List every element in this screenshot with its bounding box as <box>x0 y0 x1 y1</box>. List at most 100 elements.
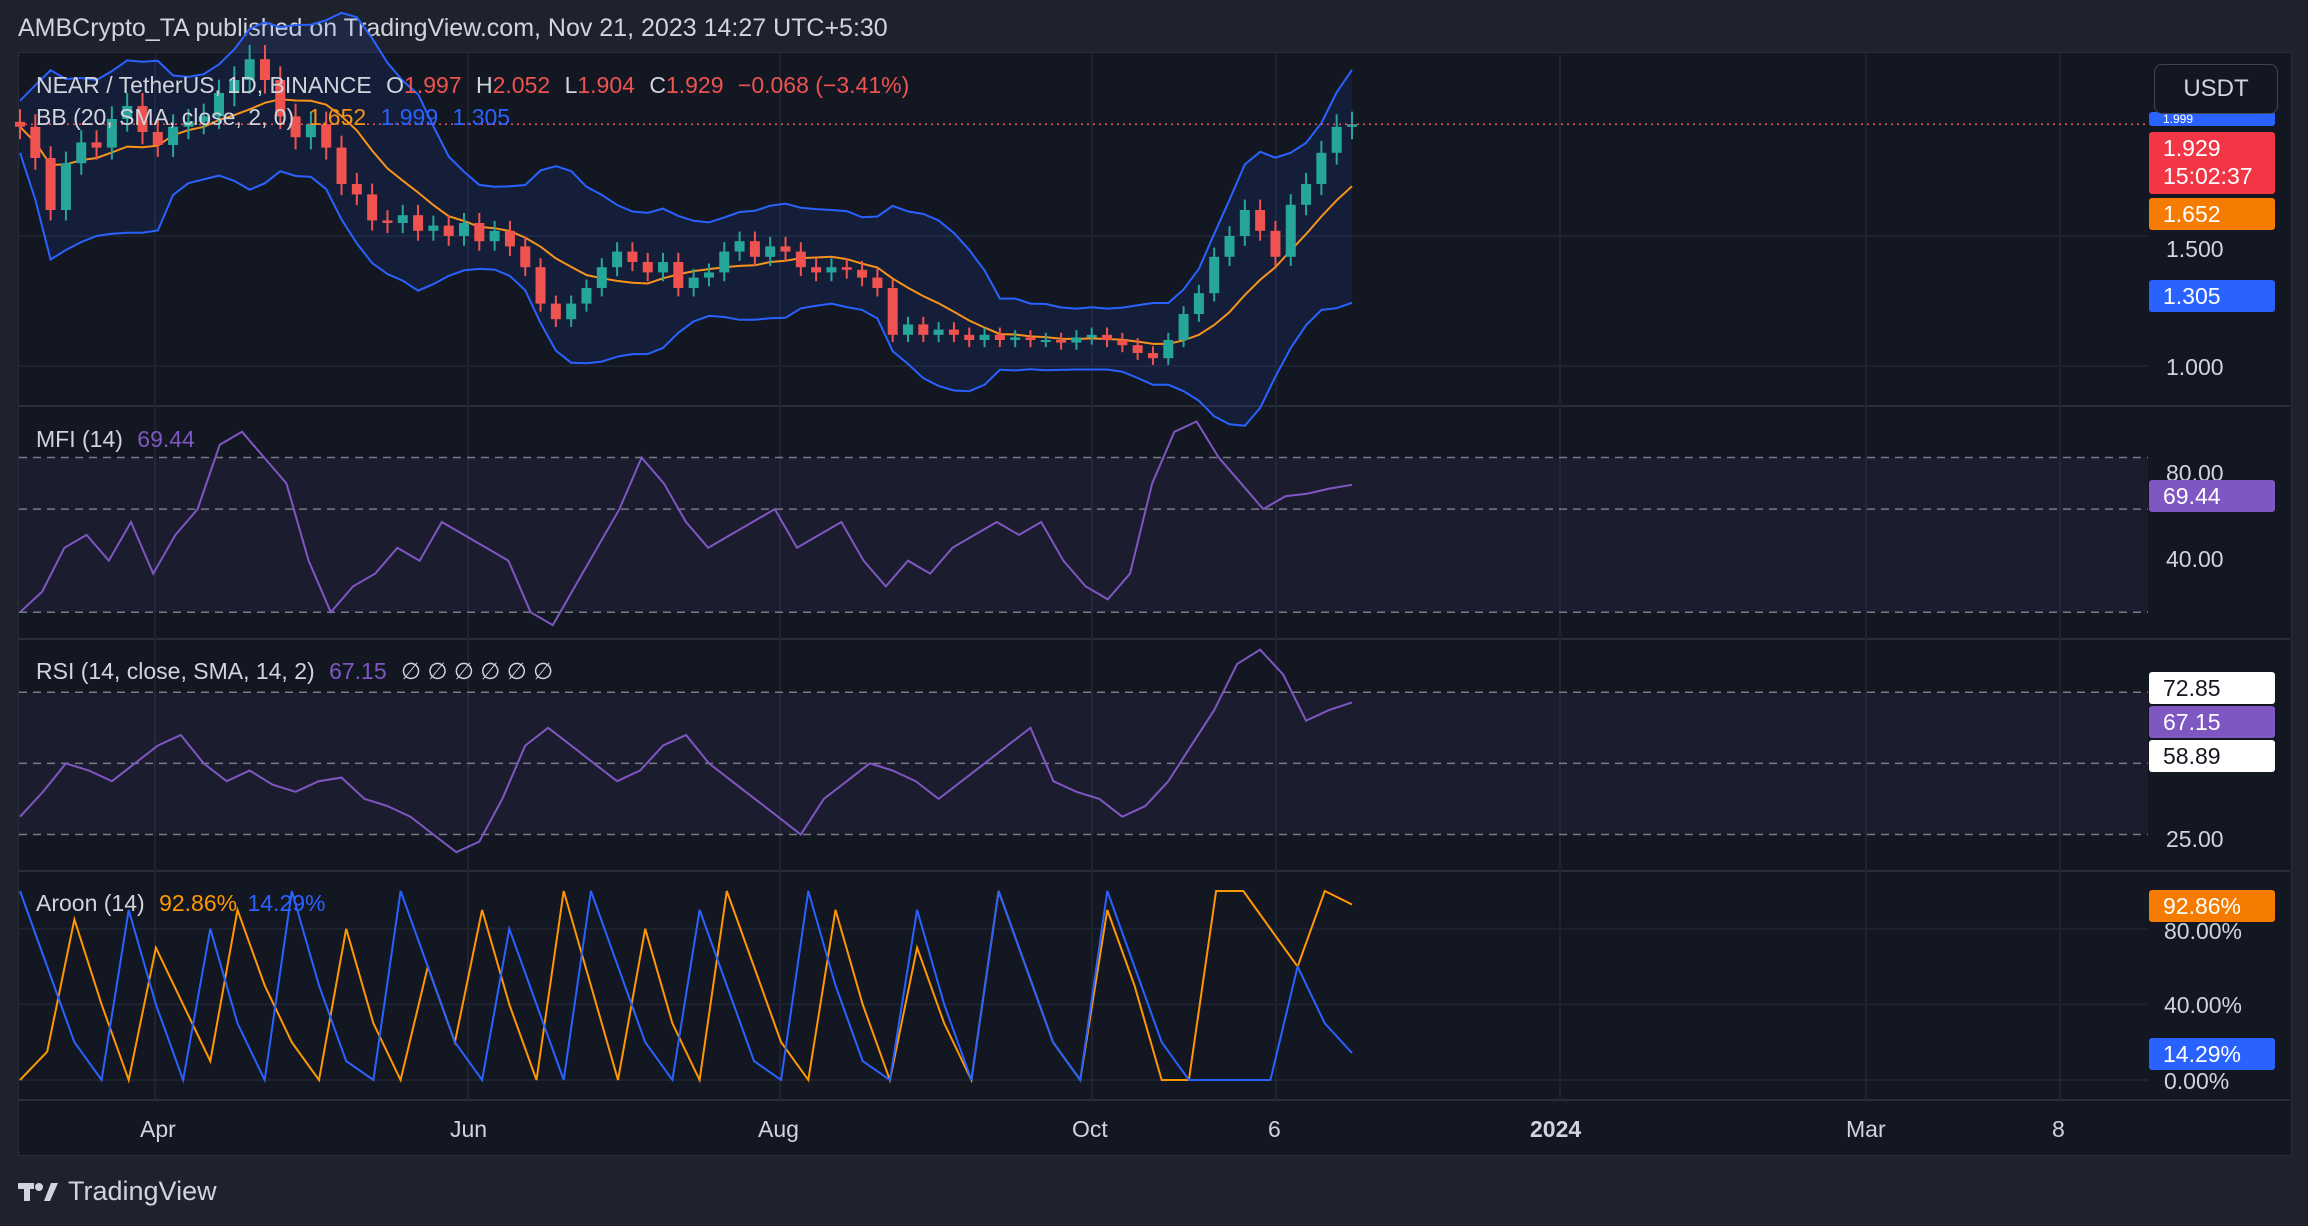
candle-body <box>382 220 393 223</box>
candle-body <box>275 80 286 117</box>
x-axis-tick: Oct <box>1072 1116 1108 1142</box>
mfi-axis-tick: 40.00 <box>2166 546 2224 572</box>
low-label: L <box>564 72 578 98</box>
candle-body <box>1056 340 1067 343</box>
candle-body <box>106 119 117 148</box>
candle-body <box>443 225 454 236</box>
price-tag-basis: 1.652 <box>2149 198 2275 230</box>
candle-body <box>1010 337 1021 340</box>
candle-body <box>1178 314 1189 340</box>
bb-legend: BB (20, SMA, close, 2, 0) 1.652 1.999 1.… <box>36 104 510 131</box>
candle-body <box>336 147 347 184</box>
candle-body <box>1331 126 1342 153</box>
symbol-title: NEAR / TetherUS, 1D, BINANCE <box>36 72 372 98</box>
mfi-band-fill <box>19 457 2148 613</box>
open-value: 1.997 <box>404 72 462 98</box>
rsi-value: 67.15 <box>329 658 387 684</box>
aroon-up-value: 92.86% <box>159 890 238 916</box>
candle-body <box>1117 340 1128 346</box>
candle-body <box>780 246 791 252</box>
candle-body <box>550 303 561 320</box>
candle-body <box>76 142 87 164</box>
candle-body <box>122 106 133 119</box>
candle-body <box>918 324 929 335</box>
candle-body <box>1132 345 1143 353</box>
mfi-value: 69.44 <box>137 426 195 452</box>
close-value: 1.929 <box>665 72 724 98</box>
price-legend: NEAR / TetherUS, 1D, BINANCE O1.997 H2.0… <box>36 72 909 99</box>
candle-body <box>703 272 714 278</box>
bb-lower-line <box>19 152 1353 427</box>
candle-body <box>504 230 515 247</box>
x-axis-tick: Jun <box>450 1116 488 1142</box>
price-tag-last-value: 1.929 <box>2163 135 2221 161</box>
rsi-extra: ∅ ∅ ∅ ∅ ∅ ∅ <box>401 658 554 684</box>
candle-body <box>1285 204 1296 257</box>
price-axis-tick: 1.500 <box>2166 236 2224 262</box>
footer-brand[interactable]: TradingView <box>18 1176 217 1207</box>
candle-body <box>520 246 531 268</box>
candle-body <box>612 251 623 268</box>
publisher-header: AMBCrypto_TA published on TradingView.co… <box>18 14 888 42</box>
candle-body <box>566 303 577 320</box>
currency-button[interactable]: USDT <box>2154 64 2278 114</box>
aroon-axis-tick: 40.00% <box>2164 992 2243 1018</box>
candle-body <box>489 230 500 242</box>
candle-body <box>994 334 1005 340</box>
candle-body <box>214 93 225 117</box>
price-axis-tick: 1.000 <box>2166 354 2224 380</box>
candle-body <box>1193 293 1204 314</box>
candle-body <box>168 126 179 145</box>
price-tag-lower: 1.305 <box>2149 280 2275 312</box>
candle-body <box>1347 124 1357 127</box>
candle-body <box>581 288 592 304</box>
low-value: 1.904 <box>577 72 635 98</box>
candle-body <box>321 124 332 148</box>
price-tag-last: 1.929 15:02:37 <box>2149 132 2275 194</box>
aroon-label: Aroon (14) <box>36 890 145 916</box>
candle-body <box>397 215 408 223</box>
candle-body <box>979 334 990 340</box>
candle-body <box>535 267 546 304</box>
x-axis-tick: Apr <box>140 1116 176 1142</box>
candle-body <box>244 59 255 80</box>
open-label: O <box>386 72 405 98</box>
candle-body <box>765 246 776 257</box>
candle-body <box>1040 340 1051 342</box>
candle-body <box>948 329 959 335</box>
candle-body <box>1071 337 1082 343</box>
candle-body <box>413 215 424 231</box>
aroon-up-tag: 92.86% <box>2149 890 2275 922</box>
candle-body <box>964 334 975 340</box>
bb-label: BB (20, SMA, close, 2, 0) <box>36 104 295 130</box>
candle-body <box>367 194 378 221</box>
x-axis-tick: 2024 <box>1530 1116 1582 1142</box>
candle-body <box>841 267 852 270</box>
candle-body <box>811 267 822 273</box>
price-tag-upper: 1.999 <box>2149 112 2275 126</box>
aroon-axis-tick: 80.00% <box>2164 918 2243 944</box>
candle-body <box>1147 353 1158 359</box>
aroon-up-line <box>19 889 1353 1084</box>
candle-body <box>290 116 301 138</box>
rsi-tag-upper: 72.85 <box>2149 672 2275 704</box>
rsi-tag-value: 67.15 <box>2149 706 2275 738</box>
candle-body <box>1102 334 1113 340</box>
candle-body <box>826 267 837 273</box>
candle-body <box>474 223 485 242</box>
candle-body <box>1209 256 1220 294</box>
mfi-label: MFI (14) <box>36 426 123 452</box>
tradingview-logo-icon <box>18 1182 58 1201</box>
rsi-axis-tick: 25.00 <box>2166 826 2224 852</box>
price-tag-countdown: 15:02:37 <box>2163 163 2253 189</box>
x-axis-tick: 8 <box>2052 1116 2065 1142</box>
candle-body <box>351 184 362 195</box>
candle-body <box>627 251 638 262</box>
candle-body <box>1224 236 1235 257</box>
candle-body <box>459 223 469 236</box>
candle-body <box>795 251 806 268</box>
mfi-legend: MFI (14) 69.44 <box>36 426 195 453</box>
bb-basis-line <box>19 98 1353 345</box>
candle-body <box>857 269 868 278</box>
